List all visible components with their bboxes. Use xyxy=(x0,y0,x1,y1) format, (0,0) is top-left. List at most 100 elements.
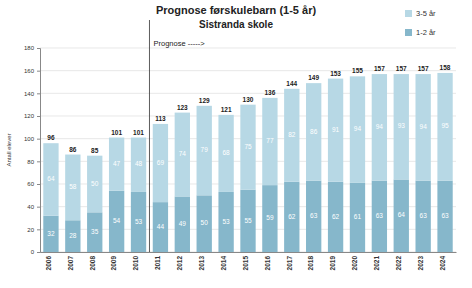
x-tick-label: 2022 xyxy=(395,256,402,271)
bar xyxy=(350,76,365,183)
x-tick-label: 2010 xyxy=(132,256,139,271)
x-tick-label: 2015 xyxy=(242,256,249,271)
bar-label: 63 xyxy=(441,212,449,219)
bar-label: 74 xyxy=(179,150,187,157)
bar-label: 50 xyxy=(201,219,209,226)
y-tick-label: 40 xyxy=(27,204,34,210)
bar xyxy=(394,74,409,179)
bar xyxy=(109,138,124,191)
y-tick-mark xyxy=(37,48,40,49)
legend-swatch xyxy=(405,10,412,17)
bar-label: 93 xyxy=(398,122,406,129)
y-tick-mark xyxy=(37,207,40,208)
total-label: 157 xyxy=(418,65,429,72)
x-tick-label: 2021 xyxy=(373,256,380,271)
bar xyxy=(43,143,58,216)
bar-label: 55 xyxy=(244,217,252,224)
legend-swatch xyxy=(405,29,412,36)
bar-label: 44 xyxy=(157,223,165,230)
bar-label: 48 xyxy=(135,160,143,167)
bar-label: 54 xyxy=(113,217,121,224)
bar xyxy=(218,192,233,252)
bar-label: 82 xyxy=(288,131,296,138)
y-tick: 20 xyxy=(27,227,40,233)
grid xyxy=(40,48,456,252)
bar-label: 58 xyxy=(69,183,77,190)
y-tick-label: 160 xyxy=(24,68,35,74)
bar-label: 62 xyxy=(332,213,340,220)
y-tick-mark xyxy=(37,71,40,72)
total-label: 85 xyxy=(91,147,99,154)
total-label: 155 xyxy=(352,67,363,74)
x-tick: 2021 xyxy=(373,252,380,270)
bar xyxy=(284,89,299,182)
bar xyxy=(262,185,277,252)
bar xyxy=(65,155,80,221)
x-tick: 2018 xyxy=(307,252,314,270)
bar xyxy=(284,182,299,252)
x-tick: 2015 xyxy=(242,252,249,270)
total-label: 101 xyxy=(133,129,144,136)
y-tick-mark xyxy=(37,184,40,185)
data-labels: 3228355453444950535559626362616364636364… xyxy=(47,64,451,239)
bar xyxy=(415,181,430,252)
x-tick-label: 2007 xyxy=(67,256,74,271)
x-tick-label: 2018 xyxy=(307,256,314,271)
bar xyxy=(306,83,321,180)
total-label: 149 xyxy=(308,74,319,81)
x-tick-label: 2024 xyxy=(439,256,446,271)
total-label: 129 xyxy=(199,97,210,104)
grid-line xyxy=(40,70,456,71)
bar xyxy=(306,181,321,252)
y-tick-mark xyxy=(37,252,40,253)
x-tick-label: 2014 xyxy=(220,256,227,271)
y-axis-line xyxy=(37,49,41,253)
total-label: 113 xyxy=(155,115,166,122)
x-tick-label: 2006 xyxy=(45,256,52,271)
y-tick-label: 20 xyxy=(27,227,34,233)
total-label: 157 xyxy=(396,65,407,72)
bar xyxy=(394,179,409,252)
x-tick: 2009 xyxy=(110,252,117,270)
x-tick: 2010 xyxy=(132,252,139,270)
y-tick-label: 60 xyxy=(27,181,34,187)
bar xyxy=(372,181,387,252)
bar xyxy=(109,191,124,252)
y-tick: 160 xyxy=(24,68,40,74)
x-tick: 2006 xyxy=(45,252,52,270)
x-tick: 2017 xyxy=(286,252,293,270)
bar xyxy=(328,79,343,182)
x-tick-label: 2012 xyxy=(176,256,183,271)
bar-label: 63 xyxy=(310,212,318,219)
bars xyxy=(43,73,452,252)
total-label: 130 xyxy=(243,96,254,103)
bar-label: 53 xyxy=(135,218,143,225)
x-axis: 2006200720082009201020112012201320142015… xyxy=(41,252,457,270)
x-tick-label: 2008 xyxy=(89,256,96,271)
x-tick: 2007 xyxy=(67,252,74,270)
y-axis: 020406080100120140160180 xyxy=(24,45,41,255)
x-tick: 2008 xyxy=(89,252,96,270)
x-tick: 2011 xyxy=(154,252,161,270)
total-label: 123 xyxy=(177,104,188,111)
bar xyxy=(131,192,146,252)
bar xyxy=(218,115,233,192)
x-tick: 2024 xyxy=(439,252,446,270)
y-tick: 60 xyxy=(27,181,40,187)
legend: 3-5 år1-2 år xyxy=(405,9,436,37)
legend-label: 1-2 år xyxy=(416,28,436,37)
bar xyxy=(437,181,452,252)
bar xyxy=(437,73,452,181)
x-tick: 2016 xyxy=(264,252,271,270)
bar xyxy=(87,156,102,213)
y-tick-mark xyxy=(37,116,40,117)
total-label: 144 xyxy=(286,80,297,87)
y-tick-label: 140 xyxy=(24,91,35,97)
y-axis-title: Antall elever xyxy=(6,133,12,166)
total-label: 86 xyxy=(69,146,77,153)
bar-label: 61 xyxy=(354,213,362,220)
bar-label: 69 xyxy=(157,159,165,166)
x-tick-label: 2009 xyxy=(110,256,117,271)
total-label: 153 xyxy=(330,70,341,77)
x-tick-label: 2019 xyxy=(329,256,336,271)
